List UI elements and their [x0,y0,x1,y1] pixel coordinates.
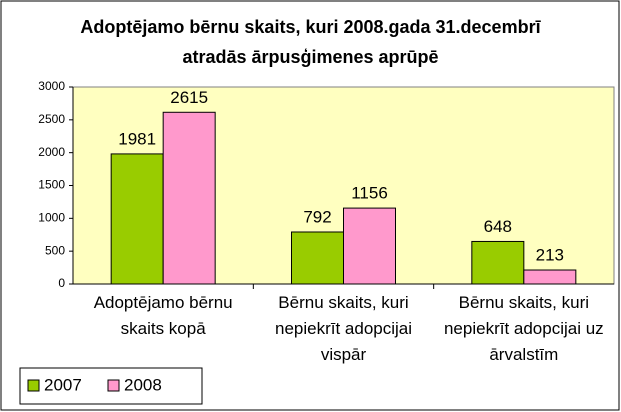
x-tick-label: Adoptējamo bērnu skaits kopā [93,293,233,338]
y-tick-label: 1000 [38,211,65,225]
bar [343,207,396,285]
legend-label: 2007 [44,375,82,394]
value-label: 2615 [170,88,208,107]
value-label: 648 [484,217,512,236]
legend-label: 2008 [124,375,162,394]
y-tick-label: 2500 [38,112,65,126]
x-tick-label: Bērnu skaits, kuri nepiekrīt adopcijai u… [443,293,604,364]
value-label: 792 [303,207,331,226]
legend-swatch [107,379,120,392]
value-label: 1156 [351,184,388,203]
bar [471,240,525,285]
bar [110,153,164,285]
y-tick-label: 2000 [38,145,65,159]
chart-title: Adoptējamo bērnu skaits, kuri 2008.gada … [80,17,541,67]
y-tick-label: 0 [58,276,65,290]
y-tick-label: 1500 [38,178,65,192]
value-label: 1981 [118,129,156,148]
x-tick-label: Bērnu skaits, kuri nepiekrīt adopcijai v… [274,293,413,364]
bar [162,111,216,285]
value-label: 213 [536,245,564,264]
bar [523,269,577,285]
y-tick-label: 500 [45,243,65,257]
bar [291,231,344,285]
legend-swatch [27,379,40,392]
y-tick-label: 3000 [38,79,65,93]
